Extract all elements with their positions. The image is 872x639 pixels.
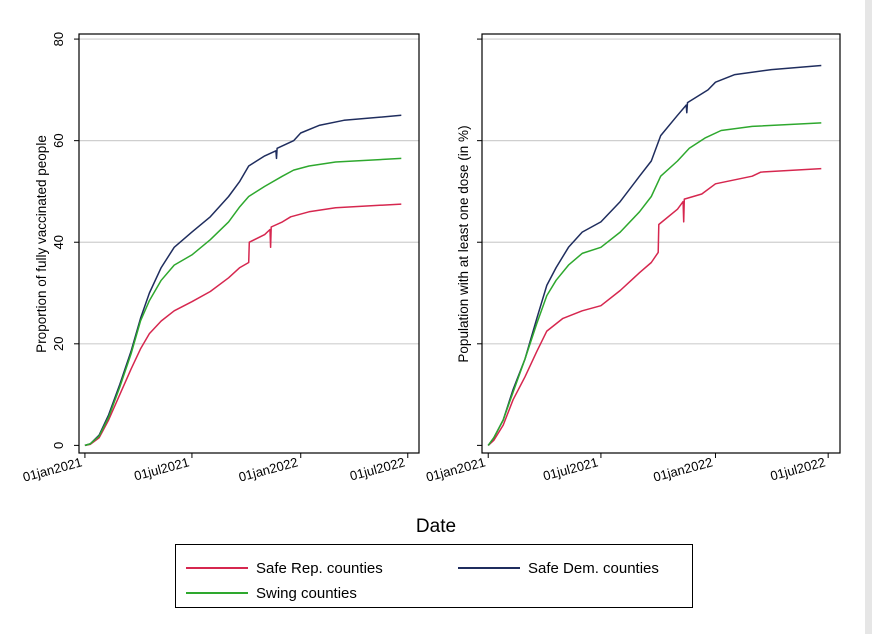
panel-2-x-tick-label: 01jul2022 — [769, 454, 827, 483]
panel-2-x-tick-label: 01jan2022 — [652, 454, 715, 484]
legend-item-safe-dem: Safe Dem. counties — [458, 558, 659, 578]
panel-2: 01jan2021 01jul2021 01jan2022 01jul2022 Popu… — [424, 33, 841, 485]
legend-swatch-safe-rep — [186, 567, 248, 569]
panel-1: 0 20 40 60 80 01jan2021 01jul2021 01jan2022 01ju… — [21, 32, 420, 485]
legend-label-safe-dem: Safe Dem. counties — [528, 559, 659, 577]
legend: Safe Rep. counties Safe Dem. counties Sw… — [175, 544, 693, 608]
panel-1-y-tick-label: 0 — [51, 442, 66, 449]
panel-1-y-tick-label: 80 — [51, 32, 66, 46]
legend-item-safe-rep: Safe Rep. counties — [186, 558, 383, 578]
legend-label-swing: Swing counties — [256, 584, 357, 602]
panel-1-series-swing — [84, 157, 402, 447]
legend-swatch-safe-dem — [458, 567, 520, 569]
legend-label-safe-rep: Safe Rep. counties — [256, 559, 383, 577]
panel-2-x-tick-label: 01jul2021 — [541, 454, 599, 483]
panel-1-plot-frame — [78, 33, 420, 454]
panel-2-plot-frame — [481, 33, 841, 454]
panel-2-x-tick-label: 01jan2021 — [424, 454, 487, 484]
panel-1-y-axis-label: Proportion of fully vaccinated people — [34, 135, 49, 353]
panel-1-y-tick-label: 40 — [51, 235, 66, 249]
x-axis-label: Date — [416, 516, 456, 537]
panel-2-series-swing — [487, 122, 822, 446]
panel-1-y-tick-label: 20 — [51, 337, 66, 351]
panel-2-series-safe-rep — [487, 167, 822, 446]
panel-1-series-safe-rep — [84, 203, 402, 447]
panel-1-y-tick-label: 60 — [51, 133, 66, 147]
panel-1-series-safe-dem — [84, 114, 402, 447]
legend-item-swing: Swing counties — [186, 583, 357, 603]
panel-2-series-safe-dem — [487, 64, 822, 446]
panel-1-x-tick-label: 01jul2022 — [348, 454, 406, 483]
panel-2-y-axis-label: Population with at least one dose (in %) — [456, 125, 471, 362]
panel-1-x-tick-label: 01jul2021 — [132, 454, 190, 483]
legend-swatch-swing — [186, 592, 248, 594]
panel-1-x-tick-label: 01jan2021 — [21, 454, 84, 484]
window-edge — [865, 0, 872, 634]
panel-1-x-tick-label: 01jan2022 — [237, 454, 300, 484]
